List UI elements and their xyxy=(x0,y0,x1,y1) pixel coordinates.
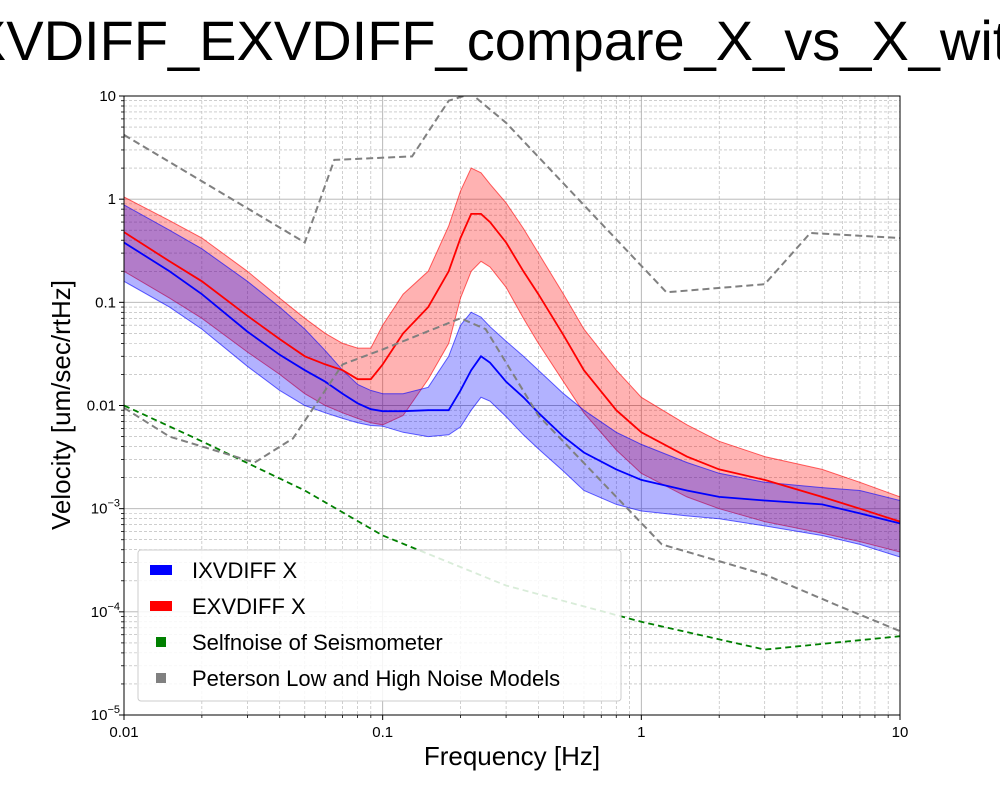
chart-title: IXVDIFF_EXVDIFF_compare_X_vs_X_with_ xyxy=(0,9,1000,72)
x-tick-label: 1 xyxy=(637,724,645,741)
y-axis-label: Velocity [um/sec/rtHz] xyxy=(46,280,76,530)
y-tick-label: 10−5 xyxy=(91,704,120,724)
line-ixvdiff-x xyxy=(124,241,900,525)
legend-swatch xyxy=(150,565,172,575)
line-peterson-high xyxy=(124,96,900,294)
legend-label: Peterson Low and High Noise Models xyxy=(192,666,560,691)
legend-box xyxy=(137,549,622,702)
line-selfnoise xyxy=(124,404,900,651)
legend-label: EXVDIFF X xyxy=(192,594,306,619)
y-tick-label: 0.1 xyxy=(95,294,116,311)
band-exvdiff-x xyxy=(124,167,900,553)
y-tick-label: 10−4 xyxy=(91,601,120,621)
legend-swatch xyxy=(156,637,166,647)
y-tick-label: 1 xyxy=(108,191,116,208)
y-tick-label: 10 xyxy=(99,88,116,105)
ticks: 0.01 0.1 1 10 10 1 0.1 0.01 10−3 10−4 10−5 xyxy=(87,88,909,741)
line-peterson-low xyxy=(124,317,900,633)
legend: IXVDIFF X EXVDIFF X Selfnoise of Seismomet… xyxy=(137,549,622,702)
x-tick-label: 0.1 xyxy=(372,724,393,741)
series-layer xyxy=(124,96,900,651)
line-exvdiff-x xyxy=(124,213,900,523)
legend-swatch xyxy=(150,601,172,611)
legend-label: Selfnoise of Seismometer xyxy=(192,630,443,655)
band-ixvdiff-x xyxy=(124,204,900,558)
legend-swatch xyxy=(156,673,166,683)
legend-label: IXVDIFF X xyxy=(192,558,297,583)
y-tick-label: 10−3 xyxy=(91,498,120,518)
y-tick-label: 0.01 xyxy=(87,398,116,415)
x-tick-label: 0.01 xyxy=(109,724,138,741)
x-tick-label: 10 xyxy=(892,724,909,741)
x-axis-label: Frequency [Hz] xyxy=(424,741,600,771)
